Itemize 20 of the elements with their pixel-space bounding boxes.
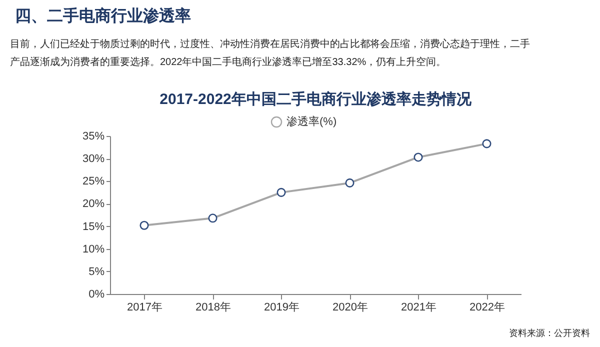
text: 目前，人们已经处于物质过剩的时代，过度性、冲动性消费在居民消费中的占比都将会压缩，消费心态趋于理性，二手	[10, 38, 530, 50]
text: 产品逐渐成为消费者的重要选择。2022年中国二手电商行业渗透率已增至33.32%，仍有上升空间。	[10, 56, 446, 68]
x-tick-label: 2021年	[401, 302, 436, 314]
y-tick-label: 25%	[82, 176, 105, 188]
x-tick-label: 2020年	[332, 302, 368, 314]
x-tick-label: 2022年	[470, 302, 505, 314]
y-tick-label: 20%	[82, 198, 105, 210]
text: 四、二手电商行业渗透率	[15, 6, 191, 25]
x-tick-label: 2019年	[264, 302, 300, 314]
y-tick-label: 30%	[82, 153, 105, 166]
y-tick-label: 10%	[82, 243, 105, 256]
y-tick-label: 35%	[82, 130, 105, 142]
y-tick-label: 0%	[88, 288, 105, 300]
text: 资料来源：公开资料	[509, 328, 590, 338]
x-tick-label: 2017年	[127, 302, 162, 314]
y-tick-label: 5%	[88, 266, 105, 278]
y-tick-label: 15%	[82, 220, 105, 233]
chart-title: 2017-2022年中国二手电商行业渗透率走势情况	[160, 90, 472, 108]
x-tick-label: 2018年	[196, 302, 231, 314]
legend-label: 渗透率(%)	[286, 115, 337, 128]
